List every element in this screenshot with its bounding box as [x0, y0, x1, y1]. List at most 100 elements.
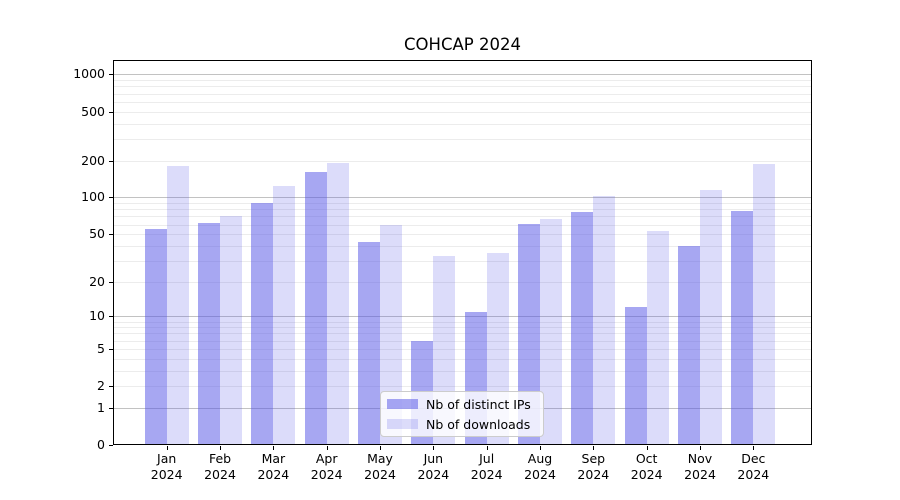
y-tick-label: 500 — [81, 103, 105, 119]
bar — [646, 231, 669, 444]
legend-swatch-downloads — [387, 419, 418, 429]
y-tick-label: 100 — [81, 189, 105, 205]
bar — [518, 223, 540, 444]
legend-entry-distinct-ips: Nb of distinct IPs — [387, 397, 537, 412]
y-tick-mark — [109, 282, 113, 283]
x-tick-year: 2024 — [524, 467, 556, 482]
y-tick-label: 0 — [97, 437, 105, 452]
bar — [624, 307, 647, 444]
minor-gridline — [114, 101, 811, 103]
major-gridline — [114, 74, 811, 76]
bar — [753, 163, 776, 444]
x-tick-mark — [593, 446, 595, 450]
bar — [166, 166, 189, 444]
x-tick-label: Jun 2024 — [401, 451, 465, 483]
x-tick-year: 2024 — [577, 467, 610, 482]
minor-gridline — [114, 340, 811, 342]
x-tick-mark — [220, 446, 222, 450]
y-tick-label: 5 — [97, 340, 105, 356]
bar — [571, 212, 594, 444]
major-gridline — [114, 316, 811, 318]
x-tick-label: Feb 2024 — [188, 451, 252, 483]
x-tick-label: May 2024 — [348, 451, 412, 483]
bar — [251, 203, 274, 444]
bar — [304, 172, 327, 444]
minor-gridline — [114, 86, 811, 88]
x-tick-year: 2024 — [257, 467, 290, 482]
minor-gridline — [114, 260, 811, 262]
y-tick-label: 50 — [89, 226, 105, 242]
x-tick-label: Jul 2024 — [455, 451, 519, 483]
x-tick-label: Oct 2024 — [615, 451, 679, 483]
bar — [731, 210, 754, 444]
minor-gridline — [114, 370, 811, 372]
y-tick-label: 1 — [97, 399, 105, 415]
minor-gridline — [114, 281, 811, 283]
x-tick-year: 2024 — [630, 467, 663, 482]
y-tick-mark — [109, 316, 113, 317]
bar — [700, 190, 722, 444]
major-gridline — [114, 197, 811, 199]
y-tick-mark — [109, 408, 113, 409]
legend-label-downloads: Nb of downloads — [426, 416, 531, 432]
bar — [220, 216, 243, 444]
bar — [593, 195, 616, 444]
legend-swatch-distinct-ips — [387, 399, 418, 409]
minor-gridline — [114, 333, 811, 335]
x-tick-month: Nov — [687, 451, 713, 466]
minor-gridline — [114, 80, 811, 82]
minor-gridline — [114, 321, 811, 323]
x-tick-month: Oct — [635, 451, 658, 466]
x-tick-month: Dec — [741, 451, 766, 466]
x-tick-label: Nov 2024 — [668, 451, 732, 483]
x-tick-year: 2024 — [684, 467, 716, 482]
legend: Nb of distinct IPs Nb of downloads — [380, 391, 544, 437]
x-tick-label: Jan 2024 — [135, 451, 199, 483]
bar — [273, 185, 296, 444]
y-tick-label: 200 — [81, 152, 105, 168]
x-tick-label: Mar 2024 — [241, 451, 305, 483]
x-tick-label: Sep 2024 — [561, 451, 625, 483]
minor-gridline — [114, 327, 811, 329]
x-tick-mark — [753, 446, 755, 450]
minor-gridline — [114, 123, 811, 125]
minor-gridline — [114, 386, 811, 388]
x-tick-year: 2024 — [470, 467, 503, 482]
minor-gridline — [114, 209, 811, 211]
y-tick-mark — [109, 234, 113, 235]
x-tick-month: Sep — [581, 451, 606, 466]
x-tick-year: 2024 — [364, 467, 396, 482]
x-tick-year: 2024 — [417, 467, 450, 482]
bar — [358, 242, 381, 444]
minor-gridline — [114, 160, 811, 162]
bar — [540, 218, 562, 444]
x-tick-label: Dec 2024 — [721, 451, 785, 483]
x-tick-label: Aug 2024 — [508, 451, 572, 483]
legend-entry-downloads: Nb of downloads — [387, 417, 537, 432]
x-tick-mark — [380, 446, 382, 450]
x-tick-year: 2024 — [204, 467, 236, 482]
bar — [380, 225, 403, 444]
y-tick-mark — [109, 349, 113, 350]
y-tick-label: 1000 — [73, 66, 105, 82]
y-tick-mark — [109, 74, 113, 75]
y-tick-mark — [109, 386, 113, 387]
minor-gridline — [114, 93, 811, 95]
y-tick-mark — [109, 112, 113, 113]
x-tick-month: Jun — [423, 451, 444, 466]
y-tick-mark — [109, 161, 113, 162]
x-tick-label: Apr 2024 — [295, 451, 359, 483]
minor-gridline — [114, 234, 811, 236]
x-tick-month: Feb — [208, 451, 232, 466]
minor-gridline — [114, 245, 811, 247]
y-tick-label: 20 — [89, 273, 105, 289]
minor-gridline — [114, 111, 811, 113]
x-tick-year: 2024 — [310, 467, 343, 482]
x-tick-month: Apr — [315, 451, 338, 466]
minor-gridline — [114, 138, 811, 140]
minor-gridline — [114, 358, 811, 360]
x-tick-mark — [700, 446, 701, 450]
minor-gridline — [114, 216, 811, 218]
y-tick-mark — [109, 197, 113, 198]
